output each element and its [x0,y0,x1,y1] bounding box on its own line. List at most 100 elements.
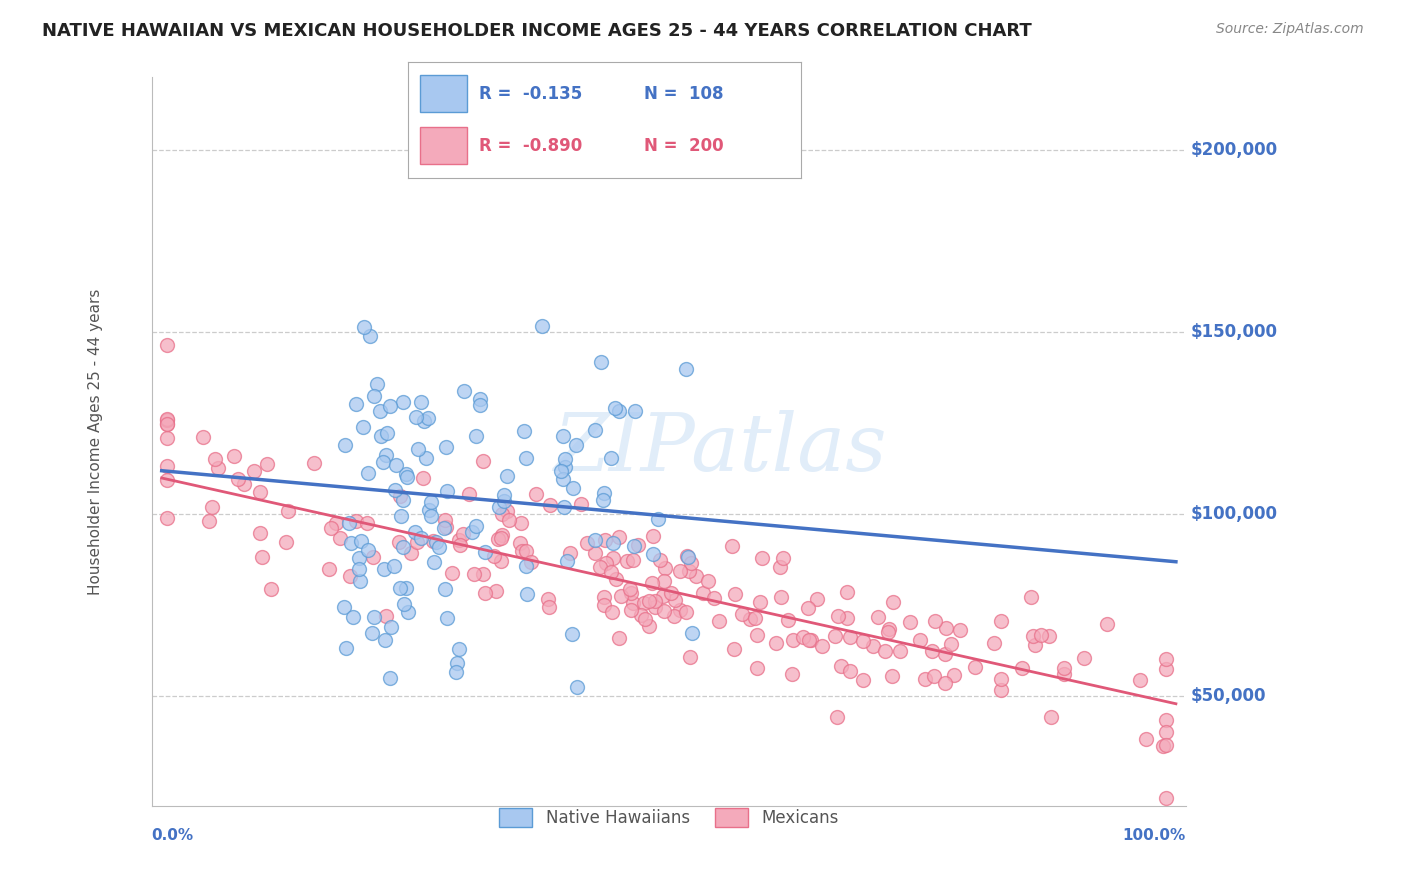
Point [1053,666,1076,681]
Point [583,546,606,560]
Point [676,549,699,564]
Point [1154,724,1177,739]
Point [395,467,418,482]
Text: NATIVE HAWAIIAN VS MEXICAN HOUSEHOLDER INCOME AGES 25 - 44 YEARS CORRELATION CHA: NATIVE HAWAIIAN VS MEXICAN HOUSEHOLDER I… [42,22,1032,40]
Point [510,516,533,531]
Point [633,596,655,610]
Text: $150,000: $150,000 [1191,323,1278,342]
Point [555,553,578,567]
Point [349,574,371,589]
Text: $100,000: $100,000 [1191,506,1278,524]
Point [156,431,179,445]
Point [638,594,661,608]
Point [681,556,703,570]
Bar [419,128,467,164]
Point [461,524,484,539]
Point [409,395,432,409]
Text: Source: ZipAtlas.com: Source: ZipAtlas.com [1216,22,1364,37]
Point [419,495,441,509]
Point [697,574,720,588]
Point [1129,673,1152,687]
Point [709,614,731,628]
Point [652,603,675,617]
Text: $50,000: $50,000 [1191,688,1267,706]
Point [350,533,373,548]
Point [652,574,675,589]
Point [335,640,357,655]
Point [852,634,875,648]
Point [1152,739,1174,753]
Point [510,543,533,558]
Point [538,600,561,615]
Point [583,533,606,547]
Point [449,539,471,553]
Point [156,417,179,431]
Point [765,636,787,650]
Point [830,658,852,673]
Point [1019,591,1042,605]
Point [889,644,911,658]
Point [797,600,820,615]
Point [156,473,179,487]
Point [347,550,370,565]
Point [949,623,972,637]
Point [419,509,441,524]
Point [204,452,226,467]
Point [922,669,945,683]
Point [593,590,616,604]
Point [595,533,617,547]
Point [489,554,512,568]
Point [333,438,356,452]
Point [1095,617,1118,632]
Point [224,449,246,463]
Point [560,546,582,560]
Point [496,504,519,518]
Point [434,513,457,527]
Point [621,596,644,610]
Point [641,575,664,590]
Point [274,534,297,549]
Point [569,497,592,511]
Point [550,464,572,478]
Point [852,673,875,688]
Point [723,642,745,657]
Point [156,412,179,426]
Point [357,542,380,557]
Point [1040,710,1063,724]
Point [602,551,624,566]
Point [780,667,803,681]
Point [685,569,707,583]
Point [446,656,468,670]
Point [583,423,606,437]
Point [451,527,474,541]
Point [745,661,768,675]
Point [562,481,585,495]
Point [600,605,623,619]
Point [423,555,446,569]
Point [934,675,956,690]
Point [457,487,479,501]
Point [433,520,456,534]
Point [924,614,946,628]
Point [565,681,588,695]
Point [862,640,884,654]
Point [356,516,378,530]
Point [825,710,848,724]
Point [156,417,179,431]
Point [302,456,325,470]
Point [339,569,361,583]
Point [576,536,599,550]
Point [411,531,433,545]
Point [592,598,614,612]
Point [447,533,470,547]
Point [610,590,633,604]
Point [474,586,496,600]
Point [468,392,491,407]
Point [866,610,889,624]
Point [664,609,686,624]
Point [156,459,179,474]
Point [637,619,659,633]
Point [1024,638,1046,652]
Point [243,464,266,478]
Point [609,632,631,646]
